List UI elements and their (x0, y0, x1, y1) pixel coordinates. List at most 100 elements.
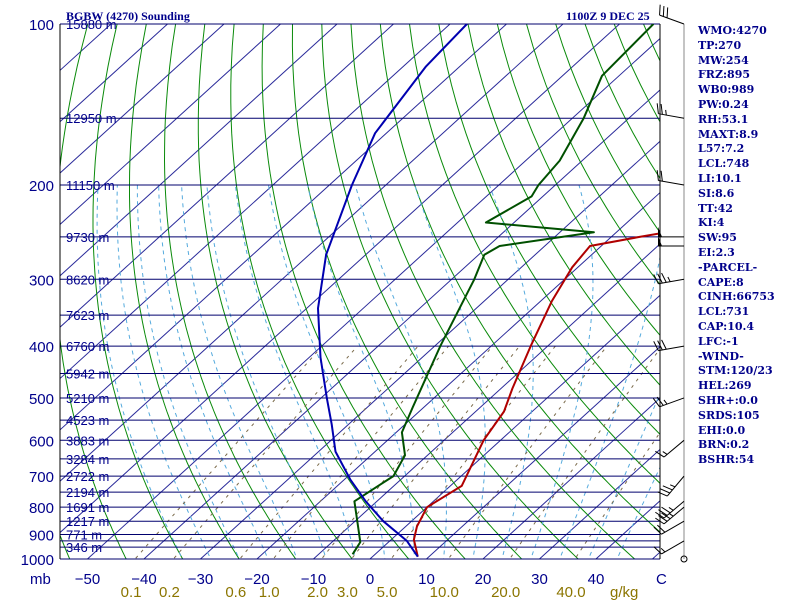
stat-label: MW (698, 53, 722, 67)
temperature-tick-label: 20 (475, 571, 492, 588)
background-lines (60, 24, 660, 559)
height-label: 12950 m (66, 111, 117, 126)
barb-feather (656, 103, 659, 114)
barb-staff (658, 113, 685, 119)
stat-label: PW (698, 97, 718, 111)
stat-value: 270 (718, 38, 742, 52)
barb-feather (658, 515, 668, 522)
stat-line: EI:2.3 (698, 245, 735, 259)
temperature-tick-label: −30 (188, 571, 213, 588)
moist-adiabat-line (268, 185, 386, 559)
temperature-tick-label: 10 (418, 571, 435, 588)
stat-label: TP (698, 38, 715, 52)
barb-feather (666, 7, 669, 18)
dry-adiabat-line (526, 24, 660, 286)
stat-line: LFC:-1 (698, 334, 739, 348)
mixing-ratio-line (272, 345, 449, 559)
moist-adiabat-line (354, 184, 447, 559)
barb-staff (659, 397, 685, 408)
mixing-ratio-line (239, 345, 419, 559)
pressure-tick-label: 1000 (21, 552, 54, 569)
pressure-tick-label: 400 (29, 339, 54, 356)
stat-value: 10.4 (727, 319, 755, 333)
stat-label: -PARCEL- (698, 260, 758, 274)
mixing-ratio-line (509, 347, 660, 559)
barb-feather (657, 273, 663, 284)
stat-value: 54 (738, 453, 755, 467)
height-label: 1691 m (66, 500, 109, 515)
height-label: 1217 m (66, 514, 109, 529)
pressure-tick-label: 900 (29, 528, 54, 545)
stat-value: 0.24 (721, 97, 749, 111)
stat-line: SW:95 (698, 231, 737, 245)
stat-value: 53.1 (721, 112, 749, 126)
temperature-tick-label: 40 (588, 571, 605, 588)
stat-label: BRN (698, 438, 727, 452)
wind-barbs (652, 4, 688, 563)
barb-feather (662, 485, 673, 491)
stat-label: CAP (698, 319, 724, 333)
height-label: 7623 m (66, 308, 109, 323)
wind-barb (656, 103, 685, 119)
height-label: 5942 m (66, 366, 109, 381)
stat-line: WMO:4270 (698, 24, 767, 37)
height-label: 9730 m (66, 230, 109, 245)
moist-adiabat-line (158, 185, 269, 559)
barb-feather (657, 524, 666, 533)
isotherm-line (369, 294, 660, 559)
stat-value: 254 (725, 53, 749, 67)
stat-line: CINH:66753 (698, 290, 775, 304)
dry-adiabat-line (409, 24, 660, 484)
mixing-ratio-unit-label: g/kg (610, 584, 638, 600)
mixing-ratio-line (390, 345, 556, 559)
dew-point-line (351, 24, 655, 555)
stat-line: LCL:748 (698, 157, 750, 171)
wind-barb (653, 520, 685, 535)
barb-feather (661, 506, 671, 514)
stat-line: LI:10.1 (698, 171, 742, 185)
stat-value: 0.0 (738, 393, 758, 407)
isotherm-line (60, 24, 621, 534)
wind-barb (659, 4, 685, 25)
moist-adiabat-line (234, 185, 356, 559)
mixing-ratio-line (447, 345, 608, 559)
stat-label: RH (698, 112, 718, 126)
mixing-ratio-line (134, 345, 323, 559)
barb-half-feather (670, 484, 676, 488)
stat-line: L57:7.2 (698, 142, 745, 156)
mixing-ratio-label: 0.1 (121, 584, 142, 600)
barb-feather (655, 511, 665, 519)
barb-feather (659, 4, 661, 16)
barb-feather (653, 546, 662, 555)
dry-adiabat-line (350, 24, 636, 559)
barb-feather (652, 398, 660, 408)
temperature-tick-label: 30 (531, 571, 548, 588)
stat-line: CAPE:8 (698, 275, 744, 289)
stat-label: LCL (698, 157, 723, 171)
stat-label: LFC (698, 334, 723, 348)
isotherm-line (199, 140, 660, 559)
valid-time: 1100Z 9 DEC 25 (566, 9, 650, 23)
barb-feather (656, 170, 659, 181)
wind-barb (656, 170, 685, 186)
calm-circle (680, 555, 688, 563)
isotherm-line (482, 397, 660, 559)
barb-pennant (658, 226, 662, 237)
pressure-tick-label: 300 (29, 272, 54, 289)
stat-line: EHI:0.0 (698, 423, 746, 437)
mixing-ratio-label: 3.0 (337, 584, 358, 600)
stat-value: 8.6 (715, 186, 735, 200)
pressure-tick-label: 100 (29, 17, 54, 34)
height-label: 15880 m (66, 17, 117, 32)
barb-feather (657, 340, 663, 351)
wind-barb (657, 475, 685, 497)
moist-adiabat-line (414, 184, 486, 559)
temperature-line (412, 232, 660, 557)
stat-value: 105 (736, 408, 760, 422)
isotherm-line (60, 24, 338, 277)
sounding-curves (317, 24, 660, 558)
stat-value: 0.2 (730, 438, 750, 452)
dry-adiabat-line (261, 24, 466, 559)
stat-value: 748 (726, 157, 750, 171)
